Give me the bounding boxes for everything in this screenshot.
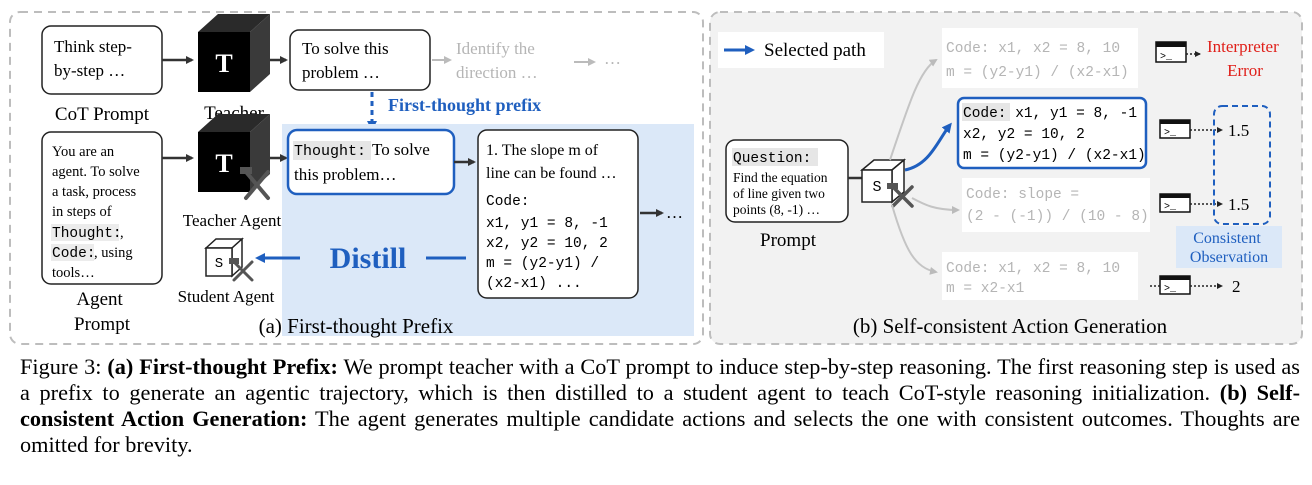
candidate-4: Code: x1, x2 = 8, 10 m = x2-x1 <box>942 252 1138 300</box>
terminal-icon-4: >_ <box>1159 275 1191 295</box>
svg-text:>_: >_ <box>1160 52 1173 63</box>
figure-caption: Figure 3: (a) First-thought Prefix: We p… <box>20 354 1300 458</box>
panel-b-title: (b) Self-consistent Action Generation <box>853 314 1168 338</box>
thought-code-label: Thought: <box>294 143 366 160</box>
agent-prompt-text: You are an agent. To solve a task, proce… <box>51 144 140 281</box>
svg-text:m = x2-x1: m = x2-x1 <box>946 281 1024 297</box>
svg-text:m = (y2-y1) /: m = (y2-y1) / <box>486 256 599 272</box>
svg-text:(x2-x1) ...: (x2-x1) ... <box>486 276 582 292</box>
slope-code-block: x1, y1 = 8, -1 x2, y2 = 10, 2 m = (y2-y1… <box>486 216 608 292</box>
candidate-1: Code: x1, x2 = 8, 10 m = (y2-y1) / (x2-x… <box>942 28 1138 88</box>
candidate-3: Code: slope = (2 - (-1)) / (10 - 8) <box>962 178 1150 232</box>
question-text: Find the equation of line given two poin… <box>733 170 828 217</box>
svg-text:x2, y2 = 10, 2: x2, y2 = 10, 2 <box>963 127 1085 143</box>
panel-b-tools-icon <box>887 183 914 208</box>
caption-figure-label: Figure 3: <box>20 354 108 379</box>
trailing-ellipsis: … <box>666 203 683 222</box>
distill-label: Distill <box>330 242 407 275</box>
student-agent-label: Student Agent <box>178 287 275 306</box>
first-thought-box <box>289 29 431 91</box>
teacher-agent-label: Teacher Agent <box>183 211 282 230</box>
terminal-icon-3: >_ <box>1159 193 1191 213</box>
teacher-cube-icon: T <box>198 14 270 92</box>
svg-text:agent. To solve: agent. To solve <box>52 164 140 180</box>
svg-text:>_: >_ <box>1164 202 1177 213</box>
svg-text:, using: , using <box>94 245 133 261</box>
svg-text:T: T <box>215 149 232 178</box>
observation-4: 2 <box>1232 277 1241 296</box>
svg-text:Code: x1, x2 = 8, 10: Code: x1, x2 = 8, 10 <box>946 41 1120 57</box>
legend-label: Selected path <box>764 40 866 61</box>
svg-text:tools…: tools… <box>52 265 95 281</box>
question-code-label: Question: <box>733 151 811 167</box>
faded-step-text: Identify the direction … <box>456 39 539 82</box>
svg-text:Find the equation: Find the equation <box>733 170 828 185</box>
student-cube-icon: S <box>204 237 244 278</box>
svg-text:in steps of: in steps of <box>52 204 112 220</box>
svg-text:x1, y1 = 8, -1: x1, y1 = 8, -1 <box>486 216 608 232</box>
panel-a-title: (a) First-thought Prefix <box>259 314 454 338</box>
slope-code-label: Code: <box>486 194 530 210</box>
svg-text:a task, process: a task, process <box>52 184 137 200</box>
faded-ellipsis: … <box>604 49 621 68</box>
svg-text:S: S <box>215 256 223 272</box>
candidate-2: Code: x1, y1 = 8, -1 x2, y2 = 10, 2 m = … <box>962 103 1146 164</box>
caption-part-a-title: (a) First-thought Prefix: <box>107 354 338 379</box>
slope-text-2: line can be found … <box>486 165 617 182</box>
observation-2: 1.5 <box>1228 121 1249 140</box>
first-thought-text: To solve this problem … <box>302 39 393 82</box>
svg-text:m = (y2-y1) / (x2-x1): m = (y2-y1) / (x2-x1) <box>946 65 1129 81</box>
svg-text:points (8, -1) …: points (8, -1) … <box>733 202 820 217</box>
cot-prompt-text: Think step- by-step … <box>54 37 136 80</box>
cot-prompt-label: CoT Prompt <box>55 104 150 125</box>
svg-text:Code: slope =: Code: slope = <box>966 187 1079 203</box>
consistent-label: Consistent Observation <box>1190 230 1268 266</box>
branch-2-selected <box>904 122 952 172</box>
panel-b-student-cube-icon: S <box>859 158 907 204</box>
prompt-label: Prompt <box>760 230 817 251</box>
svg-text:x2, y2 = 10, 2: x2, y2 = 10, 2 <box>486 236 608 252</box>
consistent-label-bg <box>1176 226 1282 268</box>
svg-text:Code:: Code: <box>52 246 96 262</box>
prefix-label: First-thought prefix <box>388 95 541 115</box>
slope-text-1: 1. The slope m of <box>486 142 599 159</box>
observation-3: 1.5 <box>1228 195 1249 214</box>
caption-part-b-text: The agent generates multiple candidate a… <box>20 406 1300 457</box>
agent-prompt-label: Agent Prompt <box>74 289 131 335</box>
svg-text:of line given two: of line given two <box>733 186 825 201</box>
svg-text:>_: >_ <box>1164 284 1177 295</box>
slope-box <box>477 129 639 299</box>
caption-part-b-title: (b) Self-consistent Action Generation: <box>20 380 1300 431</box>
svg-text:>_: >_ <box>1164 128 1177 139</box>
caption-part-a-text: We prompt teacher with a CoT prompt to i… <box>20 354 1300 405</box>
legend: Selected path <box>718 32 884 68</box>
consistent-observation-box <box>1213 105 1271 225</box>
figure-diagram: Think step- by-step … CoT Prompt T Teach… <box>9 11 1303 345</box>
terminal-icon-1: >_ <box>1155 41 1187 63</box>
svg-text:S: S <box>872 179 881 196</box>
branch-4 <box>891 204 938 275</box>
panel-a-frame <box>9 11 704 345</box>
svg-text:T: T <box>215 49 232 78</box>
student-tools-icon <box>229 258 254 282</box>
svg-text:Thought:: Thought: <box>52 226 122 242</box>
svg-text:Code: x1, y1 = 8, -1: Code: x1, y1 = 8, -1 <box>963 106 1137 122</box>
thought-text-1: To solve <box>372 140 430 159</box>
thought-text-2: this problem… <box>294 165 396 184</box>
svg-text:,: , <box>120 225 124 241</box>
interpreter-error-label: Interpreter Error <box>1207 37 1283 80</box>
svg-text:You are an: You are an <box>52 144 115 160</box>
branch-3 <box>911 197 960 214</box>
teacher-agent-cube-icon: T <box>198 114 270 192</box>
terminal-icon-2: >_ <box>1159 119 1191 139</box>
svg-text:(2 - (-1)) / (10 - 8): (2 - (-1)) / (10 - 8) <box>966 209 1149 225</box>
branch-1 <box>889 58 938 161</box>
tools-icon <box>240 167 270 200</box>
svg-text:Code: x1, x2 = 8, 10: Code: x1, x2 = 8, 10 <box>946 261 1120 277</box>
svg-text:m = (y2-y1) / (x2-x1): m = (y2-y1) / (x2-x1) <box>963 148 1146 164</box>
